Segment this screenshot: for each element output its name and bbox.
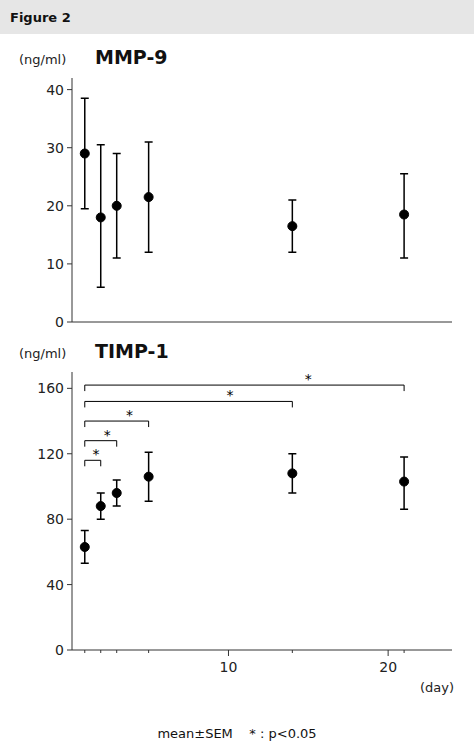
y-tick [67, 89, 72, 90]
error-bar [97, 145, 105, 287]
significance-label: * [104, 427, 111, 443]
significance-label: * [92, 446, 99, 462]
panel: (ng/ml) TIMP-1 0 40 80 120 160 10 20 (day) * * * * * [19, 340, 454, 695]
y-tick-label: 40 [46, 577, 64, 593]
panel-title: TIMP-1 [95, 340, 169, 362]
x-minor-tick [84, 650, 85, 653]
significance-label: * [126, 407, 133, 423]
y-tick [67, 388, 72, 389]
y-tick-label: 30 [46, 140, 64, 156]
error-bar [288, 454, 296, 493]
header-bar [0, 0, 474, 34]
significance-bracket [85, 385, 404, 391]
y-tick-label: 0 [55, 642, 64, 658]
data-point [80, 149, 89, 158]
data-point [112, 201, 121, 210]
y-tick [67, 584, 72, 585]
data-point [288, 222, 297, 231]
y-tick [67, 650, 72, 651]
y-tick [67, 322, 72, 323]
error-bar [113, 480, 121, 506]
background [0, 0, 474, 752]
x-tick [228, 650, 229, 656]
error-bar [288, 200, 296, 252]
error-bar [145, 452, 153, 501]
data-point [288, 469, 297, 478]
y-tick-label: 120 [37, 446, 64, 462]
y-tick [67, 519, 72, 520]
y-tick [67, 453, 72, 454]
y-tick-label: 160 [37, 380, 64, 396]
data-point [112, 489, 121, 498]
x-tick-label: 10 [220, 659, 238, 675]
panel-title: MMP-9 [95, 46, 168, 68]
x-axis-label: (day) [420, 680, 454, 695]
data-point [400, 210, 409, 219]
x-minor-tick [116, 650, 117, 653]
y-axis-line [72, 78, 73, 322]
y-tick-label: 80 [46, 511, 64, 527]
error-bar [400, 174, 408, 258]
data-point [80, 542, 89, 551]
x-axis-line [72, 322, 452, 323]
panel: (ng/ml) MMP-9 0 10 20 30 40 [19, 46, 452, 330]
error-bar [97, 493, 105, 519]
y-tick [67, 263, 72, 264]
figure: (ng/ml) MMP-9 0 10 20 30 40 Figure 2 (ng/ml) TIMP… [0, 0, 474, 752]
error-bar [113, 154, 121, 259]
data-point [144, 472, 153, 481]
x-minor-tick [100, 650, 101, 653]
figure-label: Figure 2 [10, 10, 71, 25]
footer-note: mean±SEM * : p<0.05 [157, 726, 316, 741]
y-tick-label: 0 [55, 314, 64, 330]
y-axis-label: (ng/ml) [19, 52, 66, 67]
data-group [80, 452, 408, 563]
error-bar [81, 531, 89, 564]
x-axis-line [72, 650, 452, 651]
y-tick-label: 20 [46, 198, 64, 214]
error-bar [81, 98, 89, 208]
error-bar [400, 457, 408, 509]
data-group [80, 98, 408, 287]
y-tick [67, 147, 72, 148]
y-tick [67, 205, 72, 206]
y-axis-label: (ng/ml) [19, 346, 66, 361]
significance-bracket [85, 421, 149, 427]
y-axis-line [72, 372, 73, 650]
x-tick [388, 650, 389, 656]
significance-bracket [85, 441, 117, 447]
data-point [96, 502, 105, 511]
x-tick-label: 20 [379, 659, 397, 675]
error-bar [145, 142, 153, 252]
significance-label: * [305, 371, 312, 387]
significance-label: * [227, 387, 234, 403]
data-point [96, 213, 105, 222]
y-tick-label: 40 [46, 82, 64, 98]
significance-bracket [85, 401, 293, 407]
y-tick-label: 10 [46, 256, 64, 272]
data-point [144, 193, 153, 202]
x-minor-tick [292, 650, 293, 653]
data-point [400, 477, 409, 486]
x-minor-tick [148, 650, 149, 653]
x-minor-tick [404, 650, 405, 653]
